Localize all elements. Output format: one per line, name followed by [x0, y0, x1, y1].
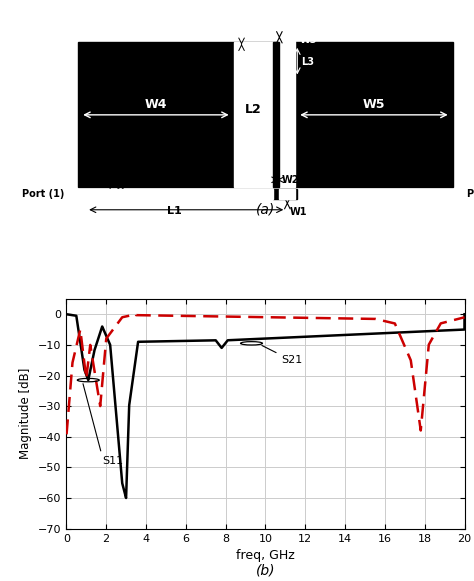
Text: S11: S11: [83, 383, 123, 467]
Text: (b): (b): [255, 564, 275, 578]
Text: W2: W2: [282, 175, 299, 185]
Text: Port (1): Port (1): [22, 189, 64, 199]
X-axis label: freq, GHz: freq, GHz: [236, 549, 295, 562]
Bar: [78, 42, 453, 187]
Text: L3: L3: [301, 58, 314, 67]
Bar: [234, 189, 273, 199]
Text: W4: W4: [145, 98, 167, 111]
Bar: [66, 189, 465, 199]
Bar: [234, 42, 273, 187]
Text: W1: W1: [289, 207, 307, 217]
Text: L2: L2: [245, 103, 262, 116]
Text: (a): (a): [256, 202, 275, 216]
Bar: [273, 189, 297, 199]
Text: L1: L1: [167, 206, 182, 216]
Bar: [66, 189, 465, 199]
Bar: [279, 30, 295, 187]
Text: W3: W3: [299, 35, 317, 45]
Bar: [273, 42, 279, 187]
Y-axis label: Magnitude [dB]: Magnitude [dB]: [19, 368, 32, 460]
Text: W5: W5: [363, 98, 385, 111]
Bar: [279, 189, 295, 199]
Text: S21: S21: [262, 346, 302, 365]
Text: Port (2): Port (2): [466, 189, 474, 199]
Text: S1: S1: [112, 183, 126, 193]
